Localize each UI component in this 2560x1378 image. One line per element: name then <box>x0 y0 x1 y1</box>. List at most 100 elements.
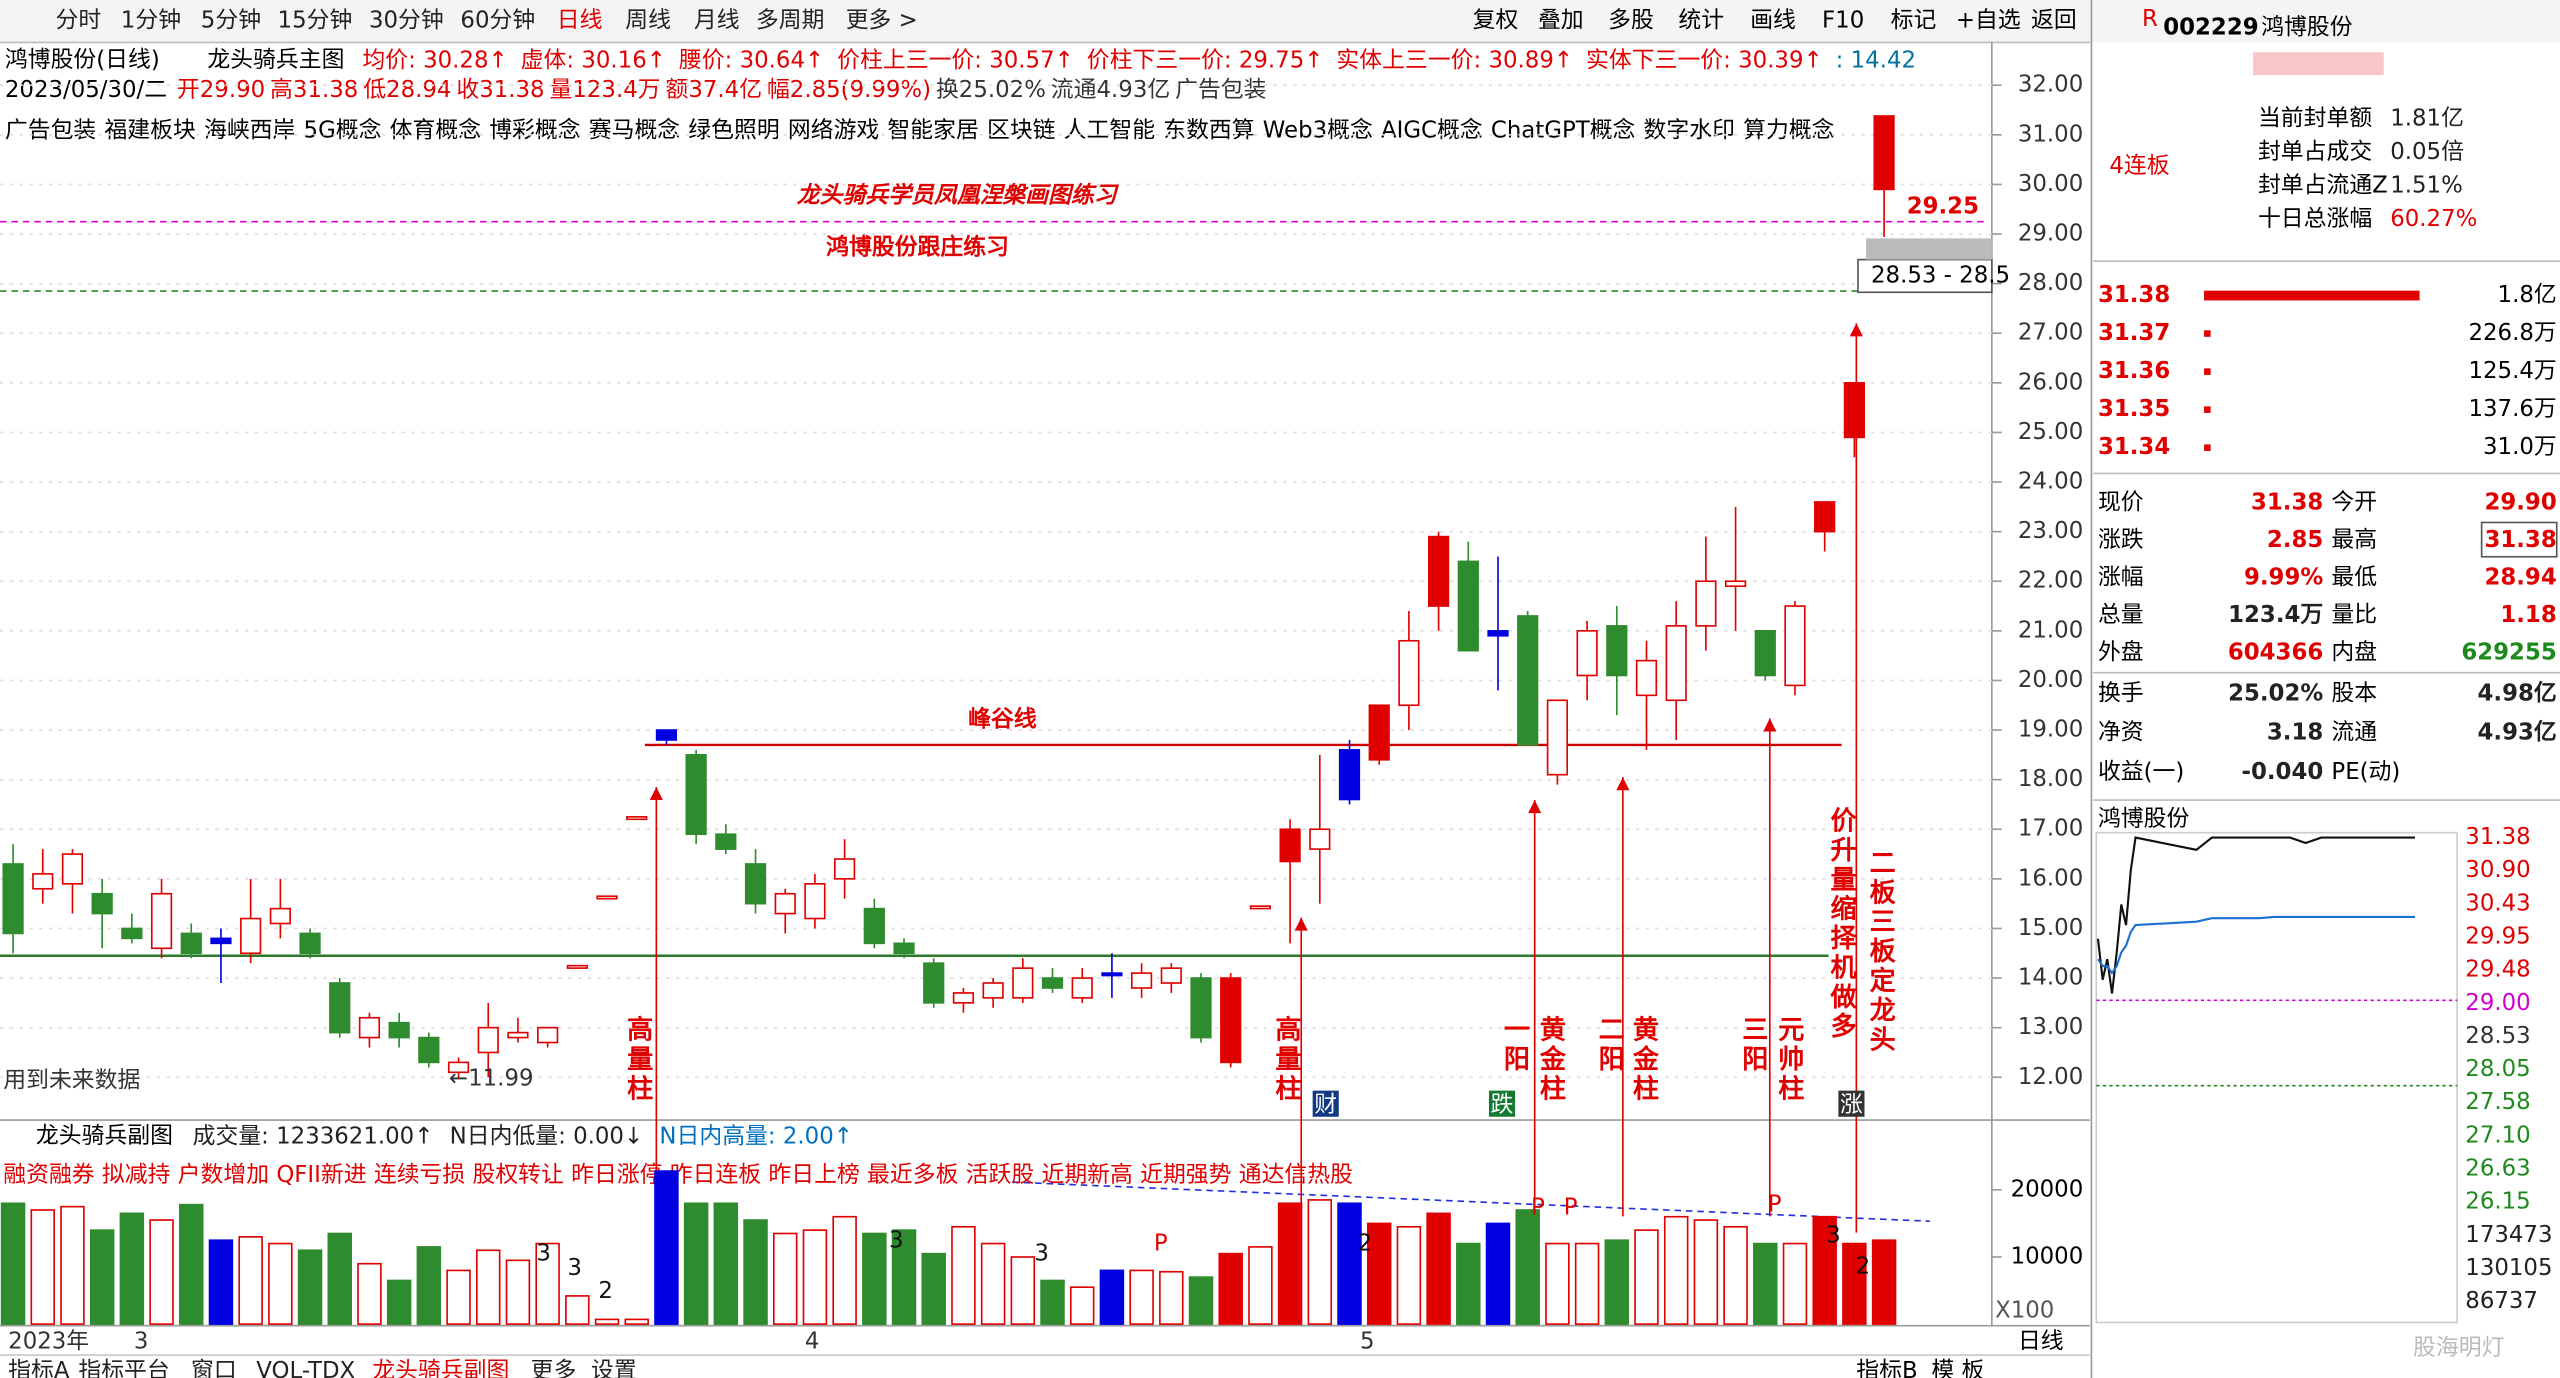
quote-label: 内盘 <box>2331 640 2377 666</box>
quote-value: 4.98亿 <box>2478 680 2557 706</box>
volume-bar <box>1485 1222 1511 1325</box>
mini-label: 29.48 <box>2465 957 2530 983</box>
quote-value: 604366 <box>2228 640 2323 666</box>
volume-bar <box>1129 1269 1154 1325</box>
period-tab[interactable]: 周线 <box>625 8 671 34</box>
concept: 海峡西岸 <box>204 117 295 143</box>
tool-button[interactable]: F10 <box>1822 8 1864 34</box>
y-tick-label: 17.00 <box>2018 816 2083 842</box>
volume-bar <box>1663 1215 1689 1325</box>
volume-bar <box>802 1229 828 1325</box>
candle-body <box>1249 905 1272 910</box>
candle-body <box>1012 967 1034 999</box>
volume-tag: 3 <box>1826 1222 1841 1248</box>
volume-bar <box>30 1209 56 1325</box>
tool-button[interactable]: 复权 <box>1473 8 1519 34</box>
tab[interactable]: 更多 <box>531 1358 577 1378</box>
period-tab[interactable]: 日线 <box>557 8 603 34</box>
tool-button[interactable]: 标记 <box>1891 8 1937 34</box>
quote-label: 外盘 <box>2098 640 2144 666</box>
y-tick-label: 28.00 <box>2018 270 2083 296</box>
volume-bar <box>179 1203 204 1325</box>
vertical-label: 黄金柱 <box>1535 1016 1567 1104</box>
tab[interactable]: 窗口 <box>191 1358 237 1378</box>
tool-button[interactable]: 画线 <box>1750 8 1796 34</box>
period-tab[interactable]: 月线 <box>694 8 740 34</box>
period-tab[interactable]: 5分钟 <box>201 8 261 34</box>
candle-body <box>626 816 648 821</box>
quote-item: 低28.94 <box>363 76 451 102</box>
volume-bar <box>1366 1222 1392 1325</box>
period-tab[interactable]: 多周期 <box>756 8 825 34</box>
candle-body <box>804 882 826 920</box>
badge-bg <box>1488 1090 1516 1117</box>
level-label: 29.25 <box>1907 193 1979 219</box>
volume-bar <box>1574 1242 1600 1325</box>
tab[interactable]: VOL-TDX <box>256 1358 355 1378</box>
book-bar <box>2204 290 2420 301</box>
concept: 网络游戏 <box>788 117 879 143</box>
y-tick-label: 25.00 <box>2018 419 2083 445</box>
volume-bar <box>1426 1212 1451 1325</box>
candle-body <box>2 863 24 935</box>
quote-label: 量比 <box>2331 602 2377 628</box>
concept: 5G概念 <box>304 117 382 143</box>
tab[interactable]: 指标平台 <box>78 1358 169 1378</box>
period-tab[interactable]: 1分钟 <box>121 8 181 34</box>
quote-label: 净资 <box>2098 720 2144 746</box>
volume-tag: 2 <box>1358 1231 1373 1257</box>
candle-body <box>834 858 856 880</box>
tool-button[interactable]: 返回 <box>2031 8 2077 34</box>
stat: 价柱上三一价: 30.57↑ <box>837 47 1074 73</box>
period-tab[interactable]: 15分钟 <box>278 8 353 34</box>
volume-bar <box>268 1242 293 1325</box>
tab[interactable]: 龙头骑兵副图 <box>372 1358 509 1378</box>
vertical-label: 高量柱 <box>1270 1015 1301 1104</box>
tool-button[interactable]: 统计 <box>1678 8 1724 34</box>
y-tick-label: 31.00 <box>2018 121 2083 147</box>
y-tick-label: 19.00 <box>2018 717 2083 743</box>
volume-tag: 3 <box>567 1255 582 1281</box>
stat: 腰价: 30.64↑ <box>679 47 824 73</box>
volume-bar <box>921 1252 946 1325</box>
volume-bar <box>1456 1242 1481 1325</box>
tool-button[interactable]: 多股 <box>1608 8 1654 34</box>
period-tab[interactable]: 60分钟 <box>460 8 535 34</box>
mini-title: 鸿博股份 <box>2098 806 2190 832</box>
trend-line <box>1012 1181 1930 1223</box>
volume-bar <box>862 1232 887 1325</box>
tool-button[interactable]: +自选 <box>1956 8 2021 34</box>
candle-body <box>1131 972 1153 989</box>
quote-label: 涨跌 <box>2098 527 2144 553</box>
period-tab[interactable]: 更多 > <box>846 8 918 34</box>
volume-bar <box>1693 1219 1719 1325</box>
vertical-label: 三阳 <box>1737 1016 1767 1075</box>
indicator-name: 龙头骑兵主图 <box>207 47 344 73</box>
quote-label: 今开 <box>2331 489 2377 515</box>
mini-avg-line <box>2097 915 2416 975</box>
candle-body <box>1071 977 1093 999</box>
quote-value: 31.38 <box>2484 527 2556 553</box>
candle-body <box>1427 535 1450 607</box>
book-volume: 137.6万 <box>2468 396 2556 422</box>
tab[interactable]: 指标A <box>8 1358 70 1378</box>
period-tab[interactable]: 30分钟 <box>369 8 444 34</box>
period-tab[interactable]: 分时 <box>56 8 102 34</box>
quote-label: 涨幅 <box>2098 564 2144 590</box>
volume-bar <box>1277 1202 1303 1325</box>
concepts: 广告包装 福建板块 海峡西岸 5G概念 体育概念 博彩概念 赛马概念 绿色照明 网络游戏 智能家居… <box>5 117 1835 143</box>
tab[interactable]: 设置 <box>591 1358 637 1378</box>
quote-label: 总量 <box>2098 602 2144 628</box>
volume-bar <box>327 1232 352 1325</box>
tool-button[interactable]: 叠加 <box>1538 8 1584 34</box>
arrow-head <box>1294 917 1308 931</box>
volume-bar <box>1069 1286 1095 1325</box>
candle-body <box>1724 580 1747 588</box>
tab[interactable]: 指标B <box>1856 1358 1917 1378</box>
quote-item: 高31.38 <box>270 76 358 102</box>
volume-bar <box>119 1212 145 1325</box>
tab[interactable]: 模 板 <box>1931 1358 1984 1378</box>
candle-body <box>1338 749 1361 801</box>
y-tick-label: 16.00 <box>2018 865 2083 891</box>
